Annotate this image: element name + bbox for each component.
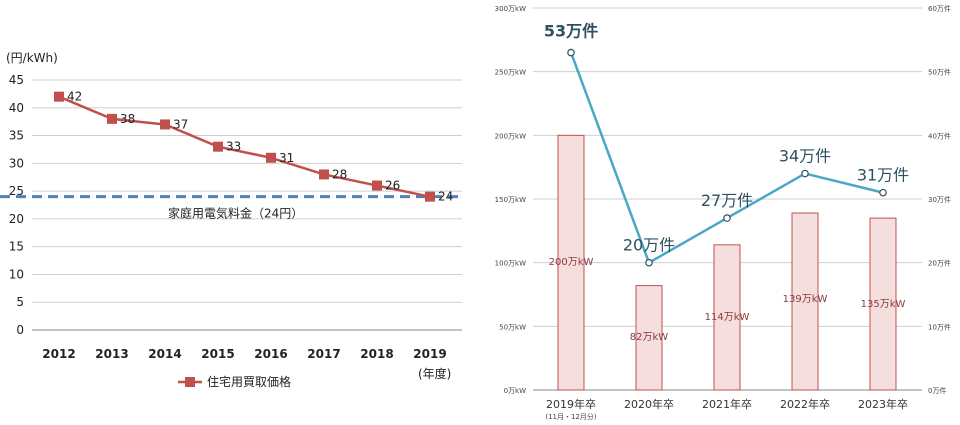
data-label: 42 (67, 90, 82, 104)
data-label: 37 (173, 117, 188, 131)
data-point-marker (266, 152, 276, 163)
left-x-tick-label: 2014 (148, 347, 181, 361)
line-value-label: 31万件 (857, 166, 909, 185)
left-x-tick-label: 2017 (307, 347, 340, 361)
data-label: 38 (120, 112, 135, 126)
left-legend: 住宅用買取価格 (178, 374, 291, 389)
bar-value-label: 139万kW (783, 294, 828, 305)
data-point-marker (645, 258, 653, 267)
right-left-y-tick-label: 100万kW (495, 260, 526, 268)
bar-value-label: 114万kW (705, 312, 750, 323)
series-line-price (58, 95, 431, 198)
data-point-marker (54, 91, 64, 102)
legend-label: 住宅用買取価格 (207, 374, 291, 389)
data-label: 28 (332, 167, 347, 181)
left-x-tick-label: 2019 (413, 347, 446, 361)
line-value-label: 20万件 (623, 236, 675, 255)
data-label: 26 (385, 179, 400, 193)
data-label: 24 (438, 190, 453, 204)
legend-marker-swatch (185, 377, 195, 387)
right-right-y-tick-label: 0万件 (928, 386, 946, 395)
left-y-tick-label: 45 (9, 73, 24, 87)
bar-value-label: 135万kW (861, 299, 906, 310)
left-x-tick-label: 2012 (42, 347, 75, 361)
data-label: 33 (226, 140, 241, 154)
line-value-label: 34万件 (779, 147, 831, 166)
right-x-tick-note: (11月・12月分) (545, 412, 597, 421)
right-x-tick-label: 2019年卒 (546, 397, 596, 411)
right-left-y-tick-label: 150万kW (495, 196, 526, 204)
left-y-tick-label: 35 (9, 129, 24, 143)
bar (635, 285, 663, 391)
line-value-label: 27万件 (701, 191, 753, 210)
left-y-tick-label: 30 (9, 156, 24, 170)
data-point-marker (107, 113, 117, 124)
bar-value-label: 200万kW (549, 257, 594, 268)
left-y-tick-label: 40 (9, 101, 24, 115)
left-y-tick-label: 20 (9, 212, 24, 226)
bar (557, 134, 585, 391)
left-x-tick-label: 2015 (201, 347, 234, 361)
right-x-tick-label: 2020年卒 (624, 397, 674, 411)
data-point-marker (425, 191, 435, 202)
right-x-tick-label: 2021年卒 (702, 397, 752, 411)
right-right-y-tick-label: 60万件 (928, 4, 951, 13)
left-line-chart: (円/kWh) 0 5 10 15 20 25 30 35 40 45 2012 2013 2014 2… (0, 51, 462, 389)
right-left-y-tick-label: 50万kW (499, 323, 526, 331)
left-y-tick-label: 25 (9, 184, 24, 198)
data-point-marker (319, 169, 329, 180)
data-point-marker (723, 214, 731, 222)
right-right-y-tick-label: 10万件 (928, 322, 951, 331)
left-x-tick-label: 2018 (360, 347, 393, 361)
left-y-tick-label: 5 (16, 295, 24, 309)
bar (713, 244, 741, 391)
left-y-tick-label: 15 (9, 240, 24, 254)
right-right-y-tick-label: 20万件 (928, 259, 951, 268)
reference-line-label: 家庭用電気料金（24円） (168, 206, 303, 221)
left-x-tick-label: 2013 (95, 347, 128, 361)
right-x-tick-label: 2023年卒 (858, 397, 908, 411)
bar (791, 212, 819, 391)
right-left-y-tick-label: 300万kW (495, 5, 526, 13)
bar (869, 217, 897, 391)
data-point-marker (160, 119, 170, 130)
right-x-tick-label: 2022年卒 (780, 397, 830, 411)
right-right-y-tick-label: 30万件 (928, 195, 951, 204)
data-point-marker (372, 180, 382, 191)
right-left-y-tick-label: 0万kW (504, 387, 527, 395)
data-label: 31 (279, 151, 294, 165)
data-point-marker (879, 188, 887, 197)
data-point-marker (567, 48, 575, 57)
right-right-y-tick-label: 50万件 (928, 68, 951, 77)
left-y-axis-label: (円/kWh) (6, 51, 58, 65)
series-line-count (569, 52, 884, 265)
left-y-tick-label: 10 (9, 267, 24, 281)
data-point-marker (801, 169, 809, 178)
right-left-y-tick-label: 200万kW (495, 132, 526, 140)
right-combo-chart: 0万kW50万kW100万kW150万kW200万kW250万kW300万kW … (495, 4, 951, 421)
left-x-axis-label: (年度) (418, 366, 451, 381)
left-x-tick-label: 2016 (254, 347, 287, 361)
data-point-marker (213, 141, 223, 152)
left-y-tick-label: 0 (16, 323, 24, 337)
right-left-y-tick-label: 250万kW (495, 69, 526, 77)
line-value-label: 53万件 (544, 22, 598, 41)
bar-value-label: 82万kW (630, 332, 669, 343)
right-right-y-tick-label: 40万件 (928, 131, 951, 140)
